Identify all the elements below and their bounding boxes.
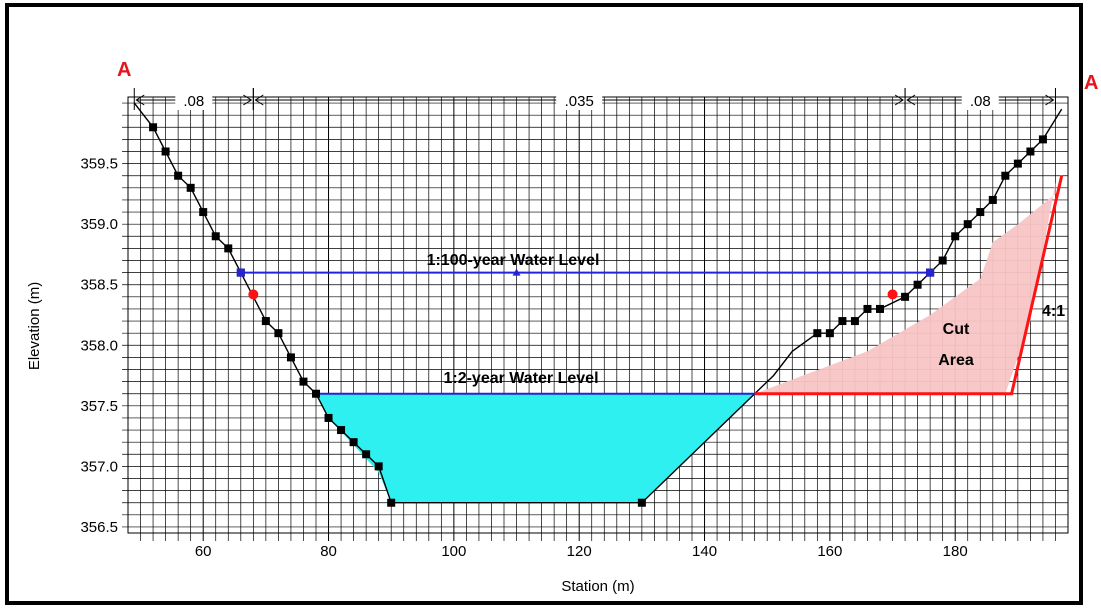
fill-layer — [316, 181, 1056, 503]
y-tick-label: 359.0 — [80, 216, 118, 233]
ground-point — [976, 208, 985, 217]
water-fill-2-year — [316, 393, 755, 503]
ground-point — [938, 256, 947, 265]
y-tick-label: 356.5 — [80, 519, 118, 536]
cut-area-label-line2: Area — [938, 352, 974, 369]
bank-station-point — [248, 289, 259, 300]
manning-n-label: .08 — [970, 93, 991, 110]
ground-point — [274, 329, 283, 338]
manning-n-dimensions: .08 .035 .08 — [133, 88, 1056, 110]
ground-point — [337, 426, 346, 435]
axes-layer: Station (m) Elevation (m) 60 80 100 120 140 1… — [26, 156, 968, 595]
ground-point — [1001, 171, 1010, 180]
ground-point — [387, 498, 396, 507]
x-tick-label: 180 — [943, 543, 968, 560]
dimension-arrow — [254, 94, 264, 106]
bank-station-point — [887, 289, 898, 300]
label-100-year-water-level: 1:100-year Water Level — [427, 252, 600, 269]
ground-point — [901, 292, 910, 301]
ground-point — [161, 147, 170, 156]
x-tick-label: 100 — [441, 543, 466, 560]
ground-point — [261, 317, 270, 326]
ground-point — [199, 208, 208, 217]
dimension-arrow — [1045, 94, 1055, 106]
x-tick-label: 80 — [320, 543, 337, 560]
ground-point — [299, 377, 308, 386]
water-level-triangle — [512, 268, 521, 276]
y-tick-label: 359.5 — [80, 156, 118, 173]
x-tick-label: 120 — [567, 543, 592, 560]
ground-point — [988, 195, 997, 204]
y-tick-label: 357.0 — [80, 458, 118, 475]
dimension-arrow — [243, 94, 253, 106]
y-tick-label: 358.5 — [80, 277, 118, 294]
cut-area-fill — [754, 181, 1056, 394]
ground-point — [312, 389, 320, 398]
annotation-layer: 1:100-year Water Level 1:2-year Water Le… — [117, 59, 1098, 387]
water-level-point — [236, 268, 245, 277]
ground-point — [174, 171, 183, 180]
y-tick-label: 357.5 — [80, 398, 118, 415]
ground-point — [825, 329, 834, 338]
ground-point — [963, 220, 972, 229]
ground-point — [224, 244, 233, 253]
ground-point — [186, 183, 195, 192]
ground-point — [813, 329, 822, 338]
ground-point — [149, 123, 158, 132]
x-tick-label: 60 — [195, 543, 212, 560]
x-axis-title: Station (m) — [561, 578, 634, 595]
ground-point — [876, 304, 884, 313]
ground-point — [1038, 135, 1047, 144]
dimension-arrow — [135, 94, 145, 106]
ground-point — [951, 232, 960, 241]
y-tick-label: 358.0 — [80, 337, 118, 354]
dimension-arrow — [894, 94, 905, 106]
side-slope-label: 4:1 — [1042, 303, 1065, 320]
manning-n-label: .08 — [183, 93, 204, 110]
ground-point — [324, 413, 333, 422]
water-level-point — [926, 268, 935, 277]
ground-point — [637, 498, 646, 507]
ground-point — [374, 462, 383, 471]
dimension-arrow — [906, 94, 916, 106]
ground-point — [286, 353, 295, 362]
ground-point — [913, 280, 922, 289]
red-outline-line — [754, 175, 1064, 396]
ground-point — [349, 438, 358, 447]
label-2-year-water-level: 1:2-year Water Level — [443, 370, 598, 387]
ground-point — [211, 232, 220, 241]
ground-point — [1026, 147, 1035, 156]
dimension-label-bg — [175, 90, 213, 110]
section-marker-right: A — [1084, 72, 1098, 94]
y-axis-title: Elevation (m) — [26, 282, 43, 370]
cut-area-label-line1: Cut — [943, 321, 970, 338]
ground-point — [850, 317, 859, 326]
ground-point — [1013, 159, 1022, 168]
x-tick-label: 160 — [817, 543, 842, 560]
ground-point — [362, 450, 371, 459]
marker-layer — [149, 123, 1047, 507]
dimension-label-bg — [961, 90, 999, 110]
ground-point — [863, 304, 872, 313]
manning-n-label: .035 — [565, 93, 594, 110]
section-marker-left: A — [117, 59, 131, 81]
ground-point — [838, 317, 847, 326]
x-tick-label: 140 — [692, 543, 717, 560]
dimension-label-bg — [556, 90, 603, 110]
